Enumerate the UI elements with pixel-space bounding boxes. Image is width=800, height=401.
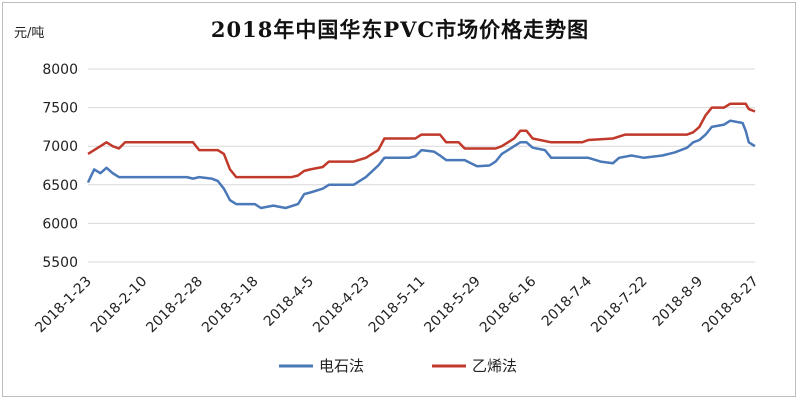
legend-label-2: 乙烯法 (472, 357, 517, 375)
x-tick-label: 2018-7-4 (539, 273, 595, 329)
y-tick-label: 6500 (42, 178, 78, 194)
x-tick-label: 2018-7-22 (588, 274, 651, 337)
y-tick-labels: 5500 6000 6500 7000 7500 8000 (42, 62, 78, 271)
series-line-2 (87, 102, 756, 179)
x-tick-label: 2018-5-11 (366, 274, 429, 337)
x-tick-label: 2018-4-5 (261, 274, 317, 330)
x-tick-label: 2018-8-27 (699, 274, 762, 337)
legend: 电石法 乙烯法 (279, 357, 517, 375)
x-tick-label: 2018-5-29 (421, 274, 484, 337)
x-tick-label: 2018-2-10 (88, 274, 151, 337)
y-tick-label: 8000 (42, 62, 78, 78)
chart-title: 2018年中国华东PVC市场价格走势图 (210, 17, 590, 42)
x-tick-label: 2018-6-16 (477, 273, 540, 336)
y-tick-label: 7000 (42, 139, 78, 155)
series-lines (86, 102, 756, 210)
x-tick-label: 2018-8-9 (650, 274, 706, 330)
x-tick-label: 2018-1-23 (32, 274, 95, 337)
y-tick-label: 6000 (42, 216, 78, 232)
y-tick-label: 5500 (42, 255, 78, 271)
gridlines (88, 68, 755, 263)
y-tick-label: 7500 (42, 101, 78, 117)
x-tick-label: 2018-4-23 (310, 274, 373, 337)
chart-frame (2, 2, 796, 397)
series-line-1 (86, 119, 756, 210)
x-tick-label: 2018-2-28 (143, 274, 206, 337)
legend-label-1: 电石法 (319, 357, 364, 375)
x-tick-label: 2018-3-18 (199, 274, 262, 337)
y-axis-unit: 元/吨 (14, 26, 45, 41)
